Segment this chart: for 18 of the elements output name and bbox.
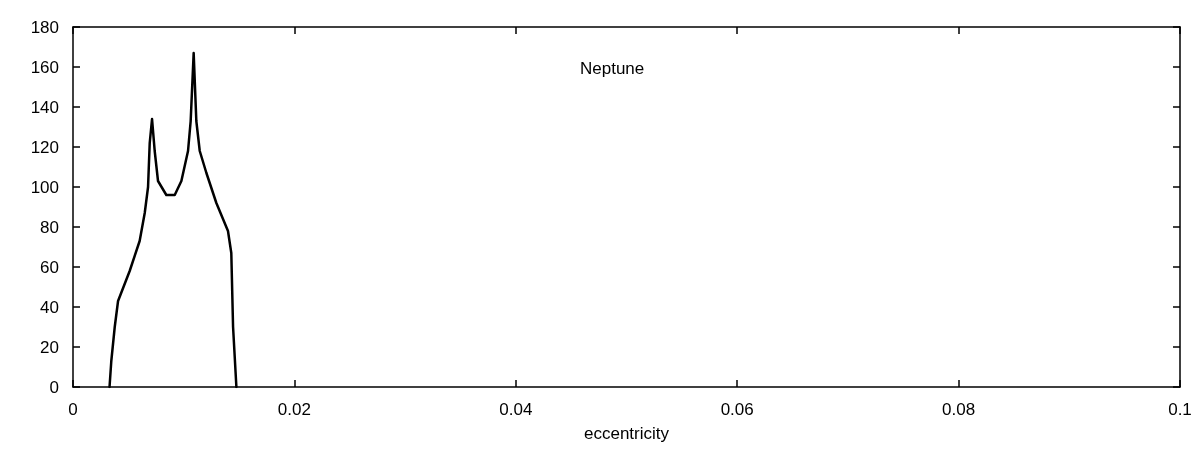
y-tick-label: 100 bbox=[30, 177, 59, 197]
y-tick-label: 180 bbox=[30, 17, 59, 37]
y-tick-label: 160 bbox=[30, 57, 59, 77]
x-tick-label: 0 bbox=[68, 400, 78, 419]
x-tick-label: 0.02 bbox=[277, 400, 311, 419]
x-tick-label: 0.04 bbox=[499, 400, 533, 419]
y-tick-label: 0 bbox=[49, 377, 59, 397]
y-tick-label: 140 bbox=[30, 97, 59, 117]
x-tick-label: 0.06 bbox=[720, 400, 754, 419]
y-tick-label: 60 bbox=[40, 257, 59, 277]
x-tick-label: 0.08 bbox=[942, 400, 976, 419]
y-tick-label: 20 bbox=[40, 337, 59, 357]
y-tick-label: 120 bbox=[30, 137, 59, 157]
y-tick-label: 80 bbox=[40, 217, 59, 237]
annotation: Neptune bbox=[580, 59, 645, 78]
y-tick-label: 40 bbox=[40, 297, 59, 317]
x-tick-label: 0.1 bbox=[1168, 400, 1192, 419]
x-axis-title: eccentricity bbox=[583, 424, 670, 443]
